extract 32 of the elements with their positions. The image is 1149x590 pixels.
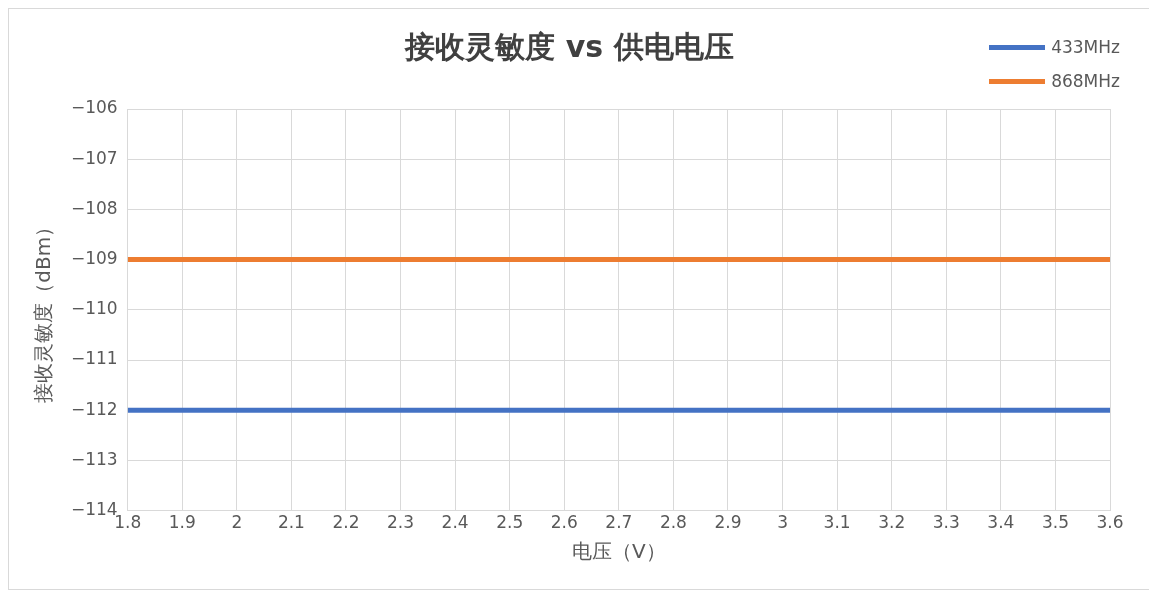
x-tick-label: 2.7 [605, 512, 633, 533]
x-tick-label: 2 [231, 512, 243, 533]
x-tick-label: 2.4 [441, 512, 469, 533]
y-tick-label: −109 [70, 248, 118, 269]
x-tick-label: 3.3 [932, 512, 960, 533]
x-tick-label: 1.8 [114, 512, 142, 533]
y-tick-label: −107 [70, 147, 118, 168]
x-tick-label: 2.1 [277, 512, 305, 533]
chart-title: 接收灵敏度 vs 供电电压 [404, 28, 734, 64]
x-tick-label: 2.9 [714, 512, 742, 533]
legend-label: 868MHz [1051, 71, 1120, 91]
x-tick-label: 2.3 [387, 512, 415, 533]
y-tick-label: −110 [70, 298, 118, 319]
x-tick-label: 2.5 [496, 512, 524, 533]
x-tick-label: 3.5 [1041, 512, 1069, 533]
x-tick-label: 3.4 [987, 512, 1015, 533]
x-tick-label: 3.1 [823, 512, 851, 533]
legend-label: 433MHz [1051, 37, 1120, 57]
x-tick-label: 3 [777, 512, 788, 533]
x-tick-label: 2.8 [659, 512, 687, 533]
y-tick-label: −106 [70, 97, 118, 118]
x-tick-label: 1.9 [168, 512, 196, 533]
y-tick-label: −111 [70, 348, 118, 369]
y-tick-label: −108 [70, 197, 118, 218]
x-tick-label: 2.2 [332, 512, 360, 533]
x-tick-label: 3.2 [878, 512, 906, 533]
y-axis-title: 接收灵敏度（dBm） [31, 216, 56, 403]
y-tick-label: −112 [70, 398, 118, 419]
x-axis-title: 电压（V） [572, 539, 666, 564]
x-tick-label: 2.6 [550, 512, 578, 533]
y-tick-label: −113 [70, 448, 118, 469]
x-tick-label: 3.6 [1096, 512, 1124, 533]
